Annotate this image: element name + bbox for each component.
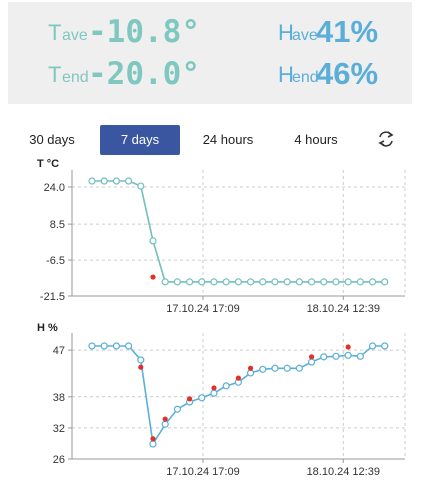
y-axis-title: T °C [37, 158, 59, 170]
point [320, 278, 328, 286]
raw-point [150, 436, 156, 442]
series-line [92, 180, 385, 283]
stat-symbol: H [278, 62, 294, 87]
point [198, 394, 206, 402]
point [320, 353, 328, 361]
raw-point [211, 385, 217, 391]
stat-value: 46% [316, 56, 378, 91]
y-tick-label: 47 [53, 345, 65, 357]
tab-selected-bg [100, 125, 180, 155]
point [149, 237, 157, 245]
point [161, 420, 169, 428]
y-tick-label: -21.5 [40, 291, 65, 303]
point [222, 382, 230, 390]
y-tick-label: 24.0 [44, 182, 65, 194]
point [210, 389, 218, 397]
summary-panel [8, 2, 412, 104]
point [307, 358, 316, 366]
tab-label: 7 days [121, 132, 160, 147]
point [295, 278, 303, 286]
raw-point [308, 354, 315, 360]
y-tick-label: -6.5 [46, 255, 65, 267]
point [259, 365, 267, 373]
point [332, 278, 340, 286]
raw-point [150, 274, 156, 280]
point [332, 352, 340, 360]
raw-point [162, 416, 168, 422]
point [88, 342, 96, 350]
point [149, 440, 157, 448]
raw-point [235, 375, 241, 381]
point [344, 278, 352, 286]
point [124, 177, 133, 185]
y-axis-title: H % [37, 322, 58, 334]
stat-sub: end [62, 69, 89, 86]
point [222, 278, 230, 286]
stat-sub: ave [62, 27, 88, 44]
x-tick-label: 18.10.24 12:39 [307, 303, 380, 315]
stat-symbol: T [48, 62, 61, 87]
tab-label: 24 hours [203, 132, 254, 147]
stat-value: -10.8° [88, 14, 200, 50]
point [173, 405, 181, 413]
tab[interactable]: 24 hours [203, 132, 254, 147]
point [356, 352, 364, 360]
point [173, 278, 181, 286]
tab[interactable]: 4 hours [294, 132, 338, 147]
y-tick-label: 38 [53, 392, 65, 404]
stat-sub: end [292, 69, 319, 86]
stat-value: 41% [316, 14, 378, 49]
refresh-arrows [378, 131, 394, 146]
raw-point [247, 365, 254, 371]
point [368, 278, 377, 286]
point [356, 278, 364, 286]
point [271, 364, 279, 372]
point [185, 278, 194, 286]
point [307, 278, 316, 286]
point [124, 342, 133, 350]
point [210, 278, 218, 286]
stat-symbol: T [48, 20, 61, 45]
point [198, 278, 206, 286]
point [344, 351, 352, 359]
x-tick-label: 17.10.24 17:09 [166, 466, 239, 478]
point [295, 364, 303, 372]
stat-value: -20.0° [88, 56, 200, 92]
point [112, 342, 121, 350]
point [381, 278, 389, 286]
point [88, 177, 96, 185]
x-tick-label: 17.10.24 17:09 [166, 303, 239, 315]
point [259, 278, 267, 286]
tab-label: 30 days [29, 132, 75, 147]
tab[interactable]: 7 days [100, 125, 180, 155]
stat-sub: ave [292, 27, 318, 44]
y-tick-label: 8.5 [50, 219, 65, 231]
point [112, 177, 121, 185]
raw-point [345, 344, 351, 350]
y-tick-label: 26 [53, 454, 65, 466]
raw-point [138, 364, 144, 370]
point [100, 342, 108, 350]
point [234, 278, 242, 286]
point [137, 182, 145, 190]
stat-symbol: H [278, 20, 294, 45]
series-line [92, 345, 385, 447]
point [271, 278, 279, 286]
tab-label: 4 hours [294, 132, 338, 147]
y-tick-label: 32 [53, 423, 65, 435]
refresh-button[interactable] [378, 131, 394, 147]
point [100, 177, 108, 185]
point [283, 278, 291, 286]
point [161, 278, 169, 286]
point [137, 356, 145, 364]
point [283, 364, 291, 372]
point [246, 278, 255, 286]
raw-point [186, 396, 193, 402]
tab[interactable]: 30 days [29, 132, 75, 147]
x-tick-label: 18.10.24 12:39 [307, 466, 380, 478]
point [368, 342, 377, 350]
point [381, 342, 389, 350]
